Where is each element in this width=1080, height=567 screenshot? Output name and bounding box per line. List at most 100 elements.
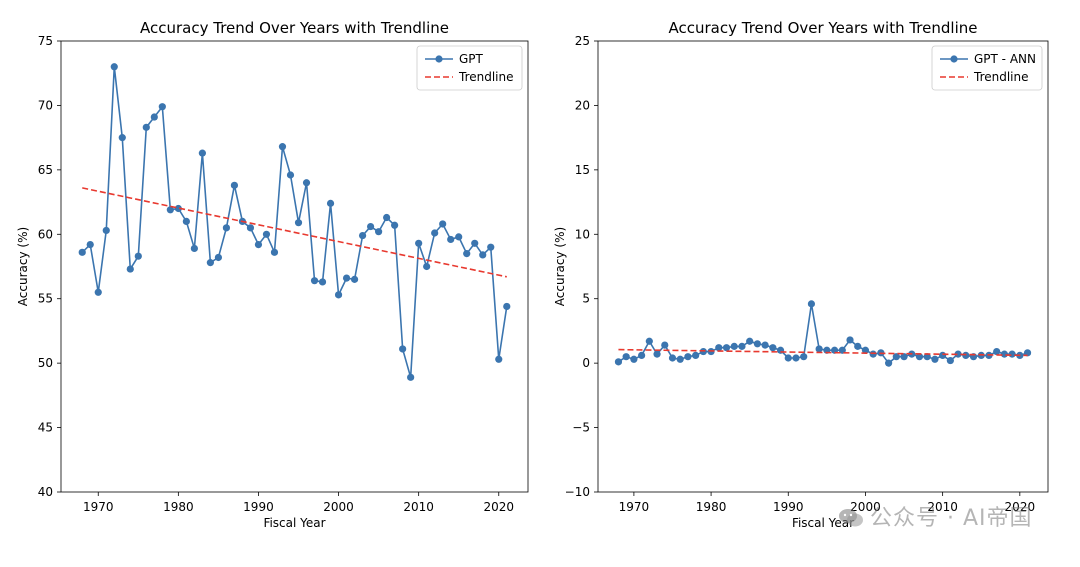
data-point [684,353,692,361]
y-tick-label: 15 [575,163,590,177]
data-point [391,221,399,229]
data-point [954,350,962,358]
data-point [622,353,630,361]
wechat-icon [838,508,864,528]
x-tick-label: 1970 [83,500,114,514]
data-point [861,346,870,354]
data-point [746,337,754,345]
data-point [892,353,900,361]
data-point [375,228,383,236]
data-point [415,239,423,247]
data-point [158,103,166,111]
data-point [792,354,800,362]
data-point [118,134,126,142]
y-tick-label: 55 [38,292,53,306]
data-point [126,265,134,273]
legend-box [416,45,523,91]
data-point [342,274,351,282]
data-point [503,302,511,311]
y-tick-label: −10 [565,485,590,499]
legend-swatch-marker [950,55,958,63]
y-tick-label: −5 [572,421,590,435]
y-tick-label: 5 [582,292,590,306]
data-point [190,244,198,253]
data-point [1000,350,1008,358]
data-point [78,248,86,256]
legend: GPT Trendline [416,45,523,91]
y-tick-label: 70 [38,98,53,112]
data-point [86,240,94,249]
x-tick-label: 2020 [1005,500,1036,514]
data-point [407,373,415,381]
y-tick-label: 75 [38,34,53,48]
data-point [869,350,877,358]
data-point [630,355,638,363]
data-point [182,217,190,225]
data-point [776,346,785,354]
data-point [900,353,908,361]
data-point [993,347,1001,356]
chart-title: Accuracy Trend Over Years with Trendline [140,19,449,37]
x-axis-label: Fiscal Year [792,516,854,530]
x-tick-label: 2010 [403,500,434,514]
x-tick-label: 1980 [163,500,194,514]
data-point [487,243,495,251]
data-point [800,353,808,361]
data-point [661,341,669,349]
data-point [334,291,343,299]
data-point [885,359,893,367]
legend-label: GPT [459,52,484,66]
y-tick-label: 20 [575,98,590,112]
data-point [110,63,118,71]
data-point [676,355,684,363]
data-point [270,248,279,256]
y-tick-label: 45 [38,421,53,435]
y-tick-label: 40 [38,485,53,499]
data-point [246,224,255,232]
y-axis-label: Accuracy (%) [16,227,30,306]
data-point [668,354,677,362]
trendline [618,348,1028,357]
data-point [399,345,407,353]
data-point [931,355,939,363]
x-tick-label: 1990 [243,500,274,514]
data-point [915,353,924,361]
data-point [815,345,823,353]
chart-title: Accuracy Trend Over Years with Trendline [669,19,978,37]
data-point [471,239,479,247]
data-point [614,358,623,366]
data-point [753,340,761,348]
data-point [447,235,455,244]
data-point [653,350,661,358]
data-point [423,262,431,271]
data-point [367,222,375,231]
y-tick-label: 50 [38,356,53,370]
data-point [455,233,463,241]
data-point [326,199,335,207]
y-tick-label: 10 [575,227,590,241]
data-point [807,300,816,308]
data-point [318,278,327,286]
data-point [166,206,174,214]
legend-label: GPT - ANN [974,52,1036,66]
x-tick-label: 2000 [323,500,354,514]
y-tick-label: 65 [38,163,53,177]
data-point [715,344,723,352]
y-tick-label: 25 [575,34,590,48]
data-point [198,149,206,157]
data-point [134,252,142,260]
data-point [1008,350,1016,358]
data-point [142,123,150,131]
data-point [94,288,102,296]
x-tick-label: 1970 [619,500,650,514]
data-point [214,253,222,262]
data-point [358,231,367,240]
y-tick-label: 60 [38,227,53,241]
x-tick-label: 1980 [696,500,727,514]
y-axis-label: Accuracy (%) [553,227,567,306]
data-point [846,336,854,344]
x-tick-label: 2000 [850,500,881,514]
data-point [854,342,862,350]
